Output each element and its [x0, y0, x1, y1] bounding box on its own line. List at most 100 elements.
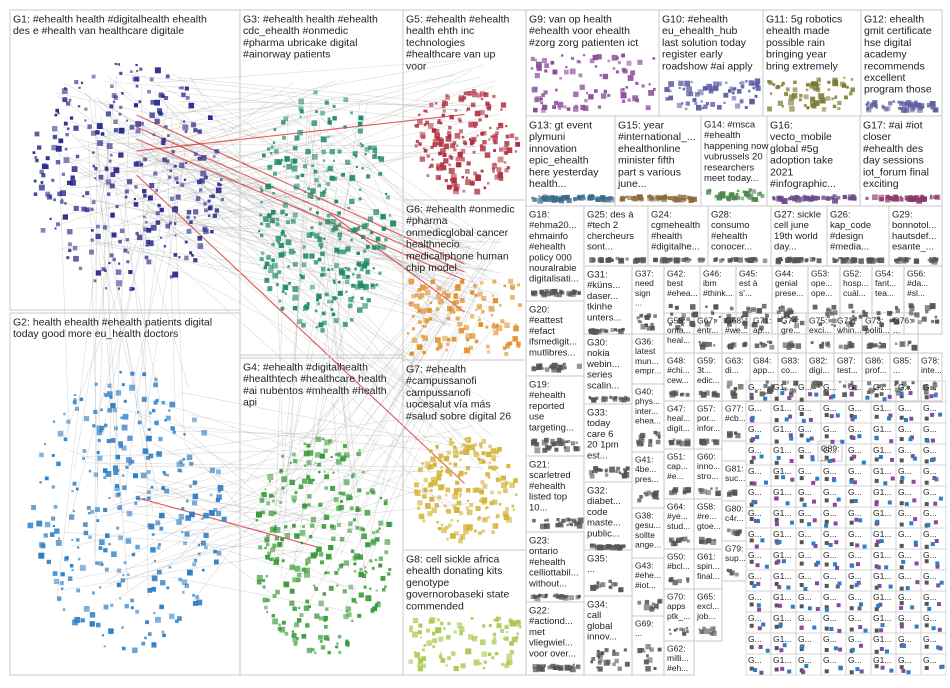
group-label-g47: G47: heal... digit...: [667, 404, 690, 433]
node: [96, 425, 102, 431]
node: [665, 196, 669, 200]
node: [552, 69, 558, 75]
node: [72, 400, 77, 405]
node: [756, 603, 761, 608]
node: [186, 210, 192, 215]
node: [214, 149, 220, 154]
group-label-line: G37:: [635, 269, 653, 279]
node: [701, 488, 707, 495]
node: [649, 197, 655, 202]
node: [337, 249, 342, 255]
node: [437, 457, 442, 462]
group-label-g64: G64: #ye... stud...: [667, 502, 690, 531]
node: [856, 580, 861, 585]
node: [615, 470, 618, 473]
edge: [132, 142, 488, 272]
node: [491, 639, 497, 645]
node: [108, 542, 111, 546]
node: [754, 544, 759, 549]
node: [384, 238, 388, 242]
node: [388, 567, 392, 571]
node: [104, 269, 107, 272]
node: [544, 63, 550, 69]
node: [118, 112, 122, 116]
node: [445, 525, 449, 530]
group-label-line: G24:: [651, 210, 672, 221]
node: [298, 106, 304, 112]
node: [340, 269, 346, 276]
node: [357, 128, 363, 134]
node: [189, 251, 193, 255]
node: [269, 557, 273, 562]
node: [891, 318, 896, 323]
node: [448, 125, 452, 130]
node: [935, 319, 940, 324]
node: [921, 316, 927, 322]
node: [933, 520, 938, 525]
node: [809, 257, 815, 262]
node: [728, 89, 732, 93]
node: [105, 168, 109, 172]
micro-group-label: G1...: [773, 403, 791, 413]
group-label-line: est à: [739, 278, 758, 288]
group-labels: G1: #ehealth health #digitalhealth eheal…: [13, 14, 942, 673]
micro-group-label: G...: [898, 403, 912, 413]
node: [71, 166, 78, 172]
node: [608, 585, 612, 589]
node: [576, 664, 580, 668]
group-label-line: G12: ehealth: [864, 14, 924, 26]
micro-group-label: G...: [748, 634, 762, 644]
node: [710, 539, 717, 545]
node: [748, 80, 755, 86]
node: [805, 88, 809, 92]
node: [321, 524, 327, 529]
node: [207, 214, 211, 218]
node: [690, 304, 696, 310]
node: [164, 418, 167, 422]
node: [264, 605, 268, 610]
group-label-line: minister fifth: [618, 155, 675, 167]
node: [878, 257, 885, 264]
edge: [288, 320, 431, 465]
micro-group-label: G...: [848, 550, 862, 560]
node: [623, 472, 630, 478]
node: [423, 477, 428, 483]
node: [888, 196, 893, 201]
node: [736, 89, 742, 94]
edge: [188, 145, 367, 201]
node: [838, 344, 843, 349]
node: [33, 192, 38, 196]
node: [772, 196, 775, 199]
node: [813, 544, 818, 548]
group-label-line: ope...: [811, 278, 832, 288]
node: [358, 571, 364, 578]
node: [830, 439, 835, 444]
node: [415, 139, 419, 144]
node: [504, 168, 509, 173]
group-label-line: api: [243, 397, 257, 409]
node: [216, 494, 222, 500]
node: [644, 323, 648, 327]
node: [80, 618, 85, 623]
node: [659, 195, 664, 200]
node: [281, 120, 286, 125]
node: [277, 241, 280, 244]
node: [111, 232, 117, 238]
node: [933, 393, 938, 398]
node: [668, 322, 673, 326]
node: [782, 342, 789, 349]
node: [685, 626, 689, 630]
node: [436, 286, 442, 291]
edge: [179, 70, 472, 228]
node: [799, 412, 804, 416]
node: [134, 76, 140, 82]
group-label-line: G53:: [811, 269, 829, 279]
node: [637, 59, 643, 65]
node: [588, 470, 594, 475]
node: [178, 513, 185, 520]
node: [767, 79, 771, 84]
node: [800, 320, 805, 326]
node: [467, 91, 472, 96]
node: [317, 294, 322, 299]
node: [617, 666, 622, 671]
